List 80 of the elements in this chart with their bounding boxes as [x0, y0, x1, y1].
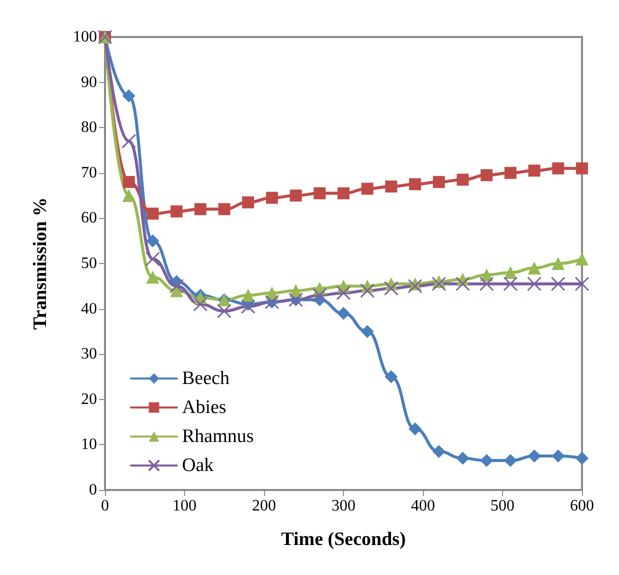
x-tick-label: 100 — [172, 498, 196, 514]
point — [170, 205, 183, 218]
y-tick-label: 50 — [81, 255, 97, 272]
point — [146, 234, 160, 248]
y-tick-label: 30 — [81, 346, 97, 363]
point — [194, 203, 206, 216]
point — [408, 422, 422, 436]
x-tick-label: 500 — [490, 498, 514, 514]
point — [146, 208, 159, 220]
point — [527, 276, 542, 292]
point — [409, 178, 422, 190]
y-axis-title: Transmission % — [30, 197, 51, 330]
legend-label: Beech — [182, 368, 230, 389]
point — [456, 452, 470, 465]
point — [528, 164, 540, 177]
point — [480, 454, 494, 468]
point — [242, 196, 254, 208]
point — [240, 299, 256, 314]
point — [360, 283, 375, 298]
point — [338, 187, 350, 200]
point — [242, 288, 255, 302]
point — [266, 192, 278, 204]
y-tick-label: 10 — [81, 436, 97, 454]
x-axis-title: Time (Seconds) — [281, 529, 406, 550]
point — [576, 252, 588, 266]
point — [337, 306, 350, 320]
point — [336, 286, 351, 300]
point — [576, 162, 588, 174]
point — [456, 174, 469, 186]
legend-label: Rhamnus — [182, 426, 254, 447]
point — [145, 252, 160, 266]
point — [385, 180, 398, 192]
point — [550, 276, 566, 292]
legend-label: Abies — [182, 397, 226, 418]
y-tick-label: 0 — [89, 482, 97, 498]
point — [456, 276, 470, 292]
point — [314, 187, 326, 200]
point — [552, 450, 565, 463]
y-tick-label: 20 — [81, 390, 97, 408]
point — [122, 89, 136, 102]
point — [290, 190, 302, 202]
point — [504, 266, 517, 280]
point — [574, 276, 590, 292]
y-tick-label: 90 — [81, 74, 97, 91]
point — [503, 276, 518, 292]
point — [361, 182, 374, 195]
x-tick-label: 600 — [570, 498, 594, 514]
point — [122, 176, 135, 188]
x-tick-label: 0 — [101, 498, 109, 514]
point — [432, 444, 446, 458]
point — [576, 452, 588, 465]
point — [384, 281, 398, 296]
y-tick-label: 100 — [73, 28, 97, 46]
point — [169, 278, 184, 294]
x-tick-label: 200 — [252, 498, 276, 514]
y-tick-label: 80 — [81, 119, 97, 136]
y-tick-label: 70 — [81, 164, 97, 182]
point — [146, 270, 160, 284]
point — [528, 262, 541, 275]
x-tick-label: 300 — [332, 498, 356, 514]
legend-label: Oak — [182, 455, 214, 476]
point — [384, 370, 398, 384]
point — [408, 278, 422, 294]
x-tick-label: 400 — [411, 498, 435, 514]
point — [218, 203, 230, 216]
point — [504, 166, 516, 179]
point — [432, 176, 445, 188]
point — [217, 304, 232, 318]
point — [479, 276, 494, 292]
point — [193, 297, 208, 312]
y-tick-label: 40 — [81, 300, 97, 318]
point — [432, 276, 446, 292]
point — [312, 288, 327, 302]
point — [552, 162, 564, 174]
y-tick-label: 60 — [81, 210, 97, 227]
point — [528, 450, 541, 463]
point — [552, 257, 565, 270]
point — [480, 169, 493, 182]
point — [504, 454, 517, 468]
point — [360, 324, 374, 338]
